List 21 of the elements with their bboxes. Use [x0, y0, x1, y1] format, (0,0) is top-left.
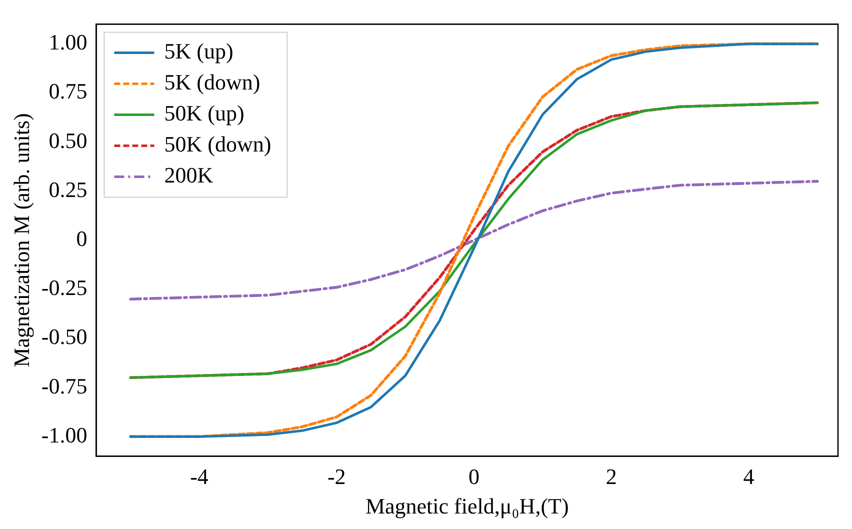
x-axis-title: Magnetic field,μ₀H,(T)	[365, 494, 569, 519]
y-tick-label: 0.50	[48, 128, 88, 153]
y-tick-label: 0.25	[48, 176, 88, 202]
legend-label: 50K (down)	[164, 131, 272, 156]
y-tick-label: -0.50	[41, 324, 88, 350]
y-tick-label: 0	[76, 226, 88, 251]
legend-label: 5K (down)	[164, 69, 260, 94]
x-tick-label: -2	[327, 464, 346, 490]
y-axis-title: Magnetization M (arb. units)	[8, 113, 34, 368]
y-tick-label: 1.00	[48, 30, 88, 55]
y-tick-label: -0.75	[41, 373, 88, 398]
y-tick-label: -0.25	[41, 275, 88, 300]
legend-label: 5K (up)	[164, 38, 234, 64]
legend-label: 50K (up)	[164, 100, 244, 126]
x-tick-label: 0	[468, 464, 480, 490]
legend-label: 200K	[164, 162, 214, 188]
y-tick-label: 0.75	[48, 78, 88, 104]
x-tick-label: 4	[743, 464, 754, 490]
x-tick-label: 2	[606, 464, 617, 490]
y-tick-label: -1.00	[41, 422, 88, 448]
x-tick-label: -4	[190, 464, 208, 490]
